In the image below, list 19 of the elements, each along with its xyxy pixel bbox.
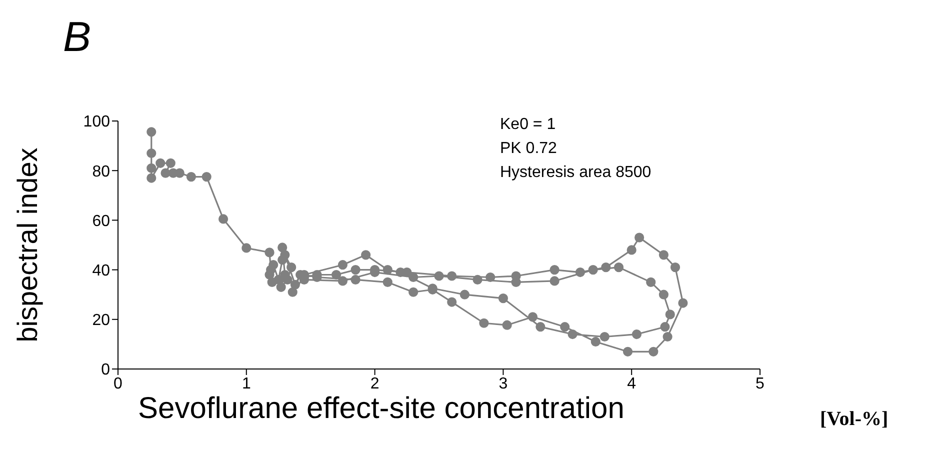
y-tick-label: 20 [92, 312, 110, 330]
x-tick-label: 3 [498, 375, 508, 392]
x-tick-label: 1 [242, 375, 251, 392]
annotation: Ke0 = 1 [500, 116, 556, 134]
y-tick-label: 60 [92, 212, 110, 230]
y-tick-label: 40 [92, 262, 110, 280]
x-tick-label: 4 [627, 375, 636, 392]
x-axis-title: Sevoflurane effect-site concentration [138, 392, 624, 426]
y-axis-title: bispectral index [12, 148, 44, 342]
y-tick-label: 100 [83, 114, 110, 131]
x-tick-label: 2 [370, 375, 380, 392]
x-tick-label: 0 [114, 375, 123, 392]
x-tick-label: 5 [756, 375, 765, 392]
y-tick-label: 0 [101, 362, 110, 379]
chart-title: B [63, 13, 92, 61]
y-tick-label: 80 [92, 163, 110, 180]
text: [Vol-%] [820, 408, 888, 431]
annotation: PK 0.72 [500, 140, 557, 158]
annotation: Hysteresis area 8500 [500, 164, 652, 182]
